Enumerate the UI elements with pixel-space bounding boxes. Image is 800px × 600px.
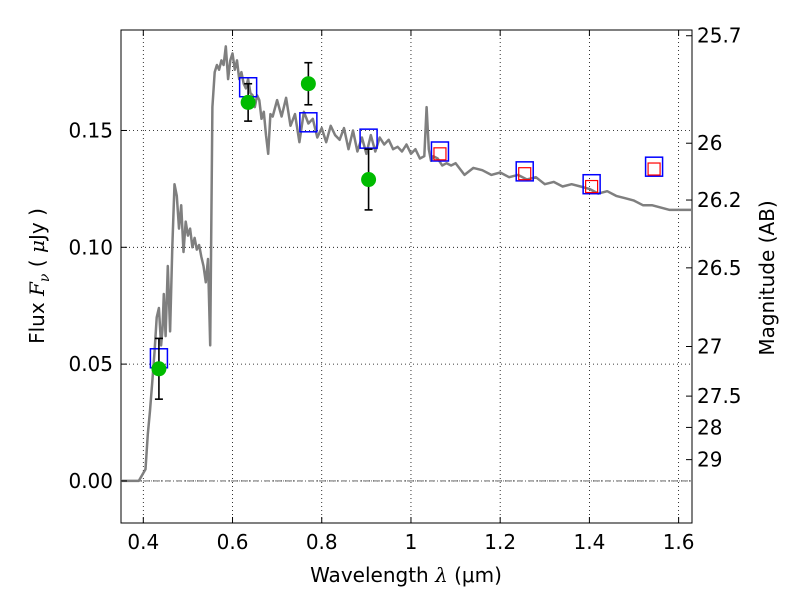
model-spectrum bbox=[121, 45, 692, 483]
observed-point bbox=[151, 361, 167, 377]
x-tick-label: 1.4 bbox=[573, 530, 605, 554]
x-tick-label: 0.8 bbox=[306, 530, 338, 554]
model-band-marker bbox=[430, 141, 450, 162]
ticks: 0.4 0.6 0.8 1 1.2 1.4 1.6 0.00 0.05 0.10 0.15 25.7 2… bbox=[68, 24, 741, 554]
model-band-marker bbox=[515, 161, 534, 182]
y-tick-label: 0.00 bbox=[68, 469, 113, 493]
model-spectrum-line bbox=[121, 45, 692, 483]
y-tick-label: 0.15 bbox=[68, 118, 113, 142]
x-tick-label: 1.2 bbox=[484, 530, 516, 554]
model-band-marker bbox=[299, 112, 318, 133]
y2-axis-label: Magnitude (AB) bbox=[755, 200, 779, 355]
observed-point bbox=[300, 76, 316, 92]
y2-tick-label: 29 bbox=[697, 448, 722, 472]
model-band-marker bbox=[582, 173, 601, 195]
y2-tick-label: 25.7 bbox=[697, 24, 742, 48]
x-axis-label: Wavelength λ (μm) bbox=[310, 563, 502, 587]
y2-tick-label: 28 bbox=[697, 415, 722, 439]
observed-band-marker bbox=[585, 179, 599, 194]
model-band-marker bbox=[359, 128, 378, 149]
observed-point bbox=[361, 172, 377, 188]
x-tick-label: 0.6 bbox=[217, 530, 249, 554]
model-band-marker bbox=[644, 156, 664, 177]
plot-frame bbox=[120, 29, 693, 524]
y-tick-label: 0.10 bbox=[68, 235, 113, 259]
y2-tick-label: 27 bbox=[697, 334, 722, 358]
observed-band-marker bbox=[518, 167, 532, 181]
x-tick-label: 1.6 bbox=[663, 530, 695, 554]
observed-band-marker bbox=[647, 162, 661, 176]
y2-tick-label: 26 bbox=[697, 131, 722, 155]
y-tick-label: 0.05 bbox=[68, 352, 113, 376]
x-tick-label: 0.4 bbox=[127, 530, 159, 554]
y-axis-label: Flux Fν ( μJy ) bbox=[25, 208, 53, 344]
y2-tick-label: 26.2 bbox=[697, 188, 742, 212]
observed-band-marker bbox=[433, 147, 447, 161]
y2-tick-label: 27.5 bbox=[697, 384, 742, 408]
x-tick-label: 1 bbox=[405, 530, 418, 554]
markers bbox=[149, 61, 664, 400]
y2-tick-label: 26.5 bbox=[697, 256, 742, 280]
observed-point bbox=[240, 94, 256, 110]
